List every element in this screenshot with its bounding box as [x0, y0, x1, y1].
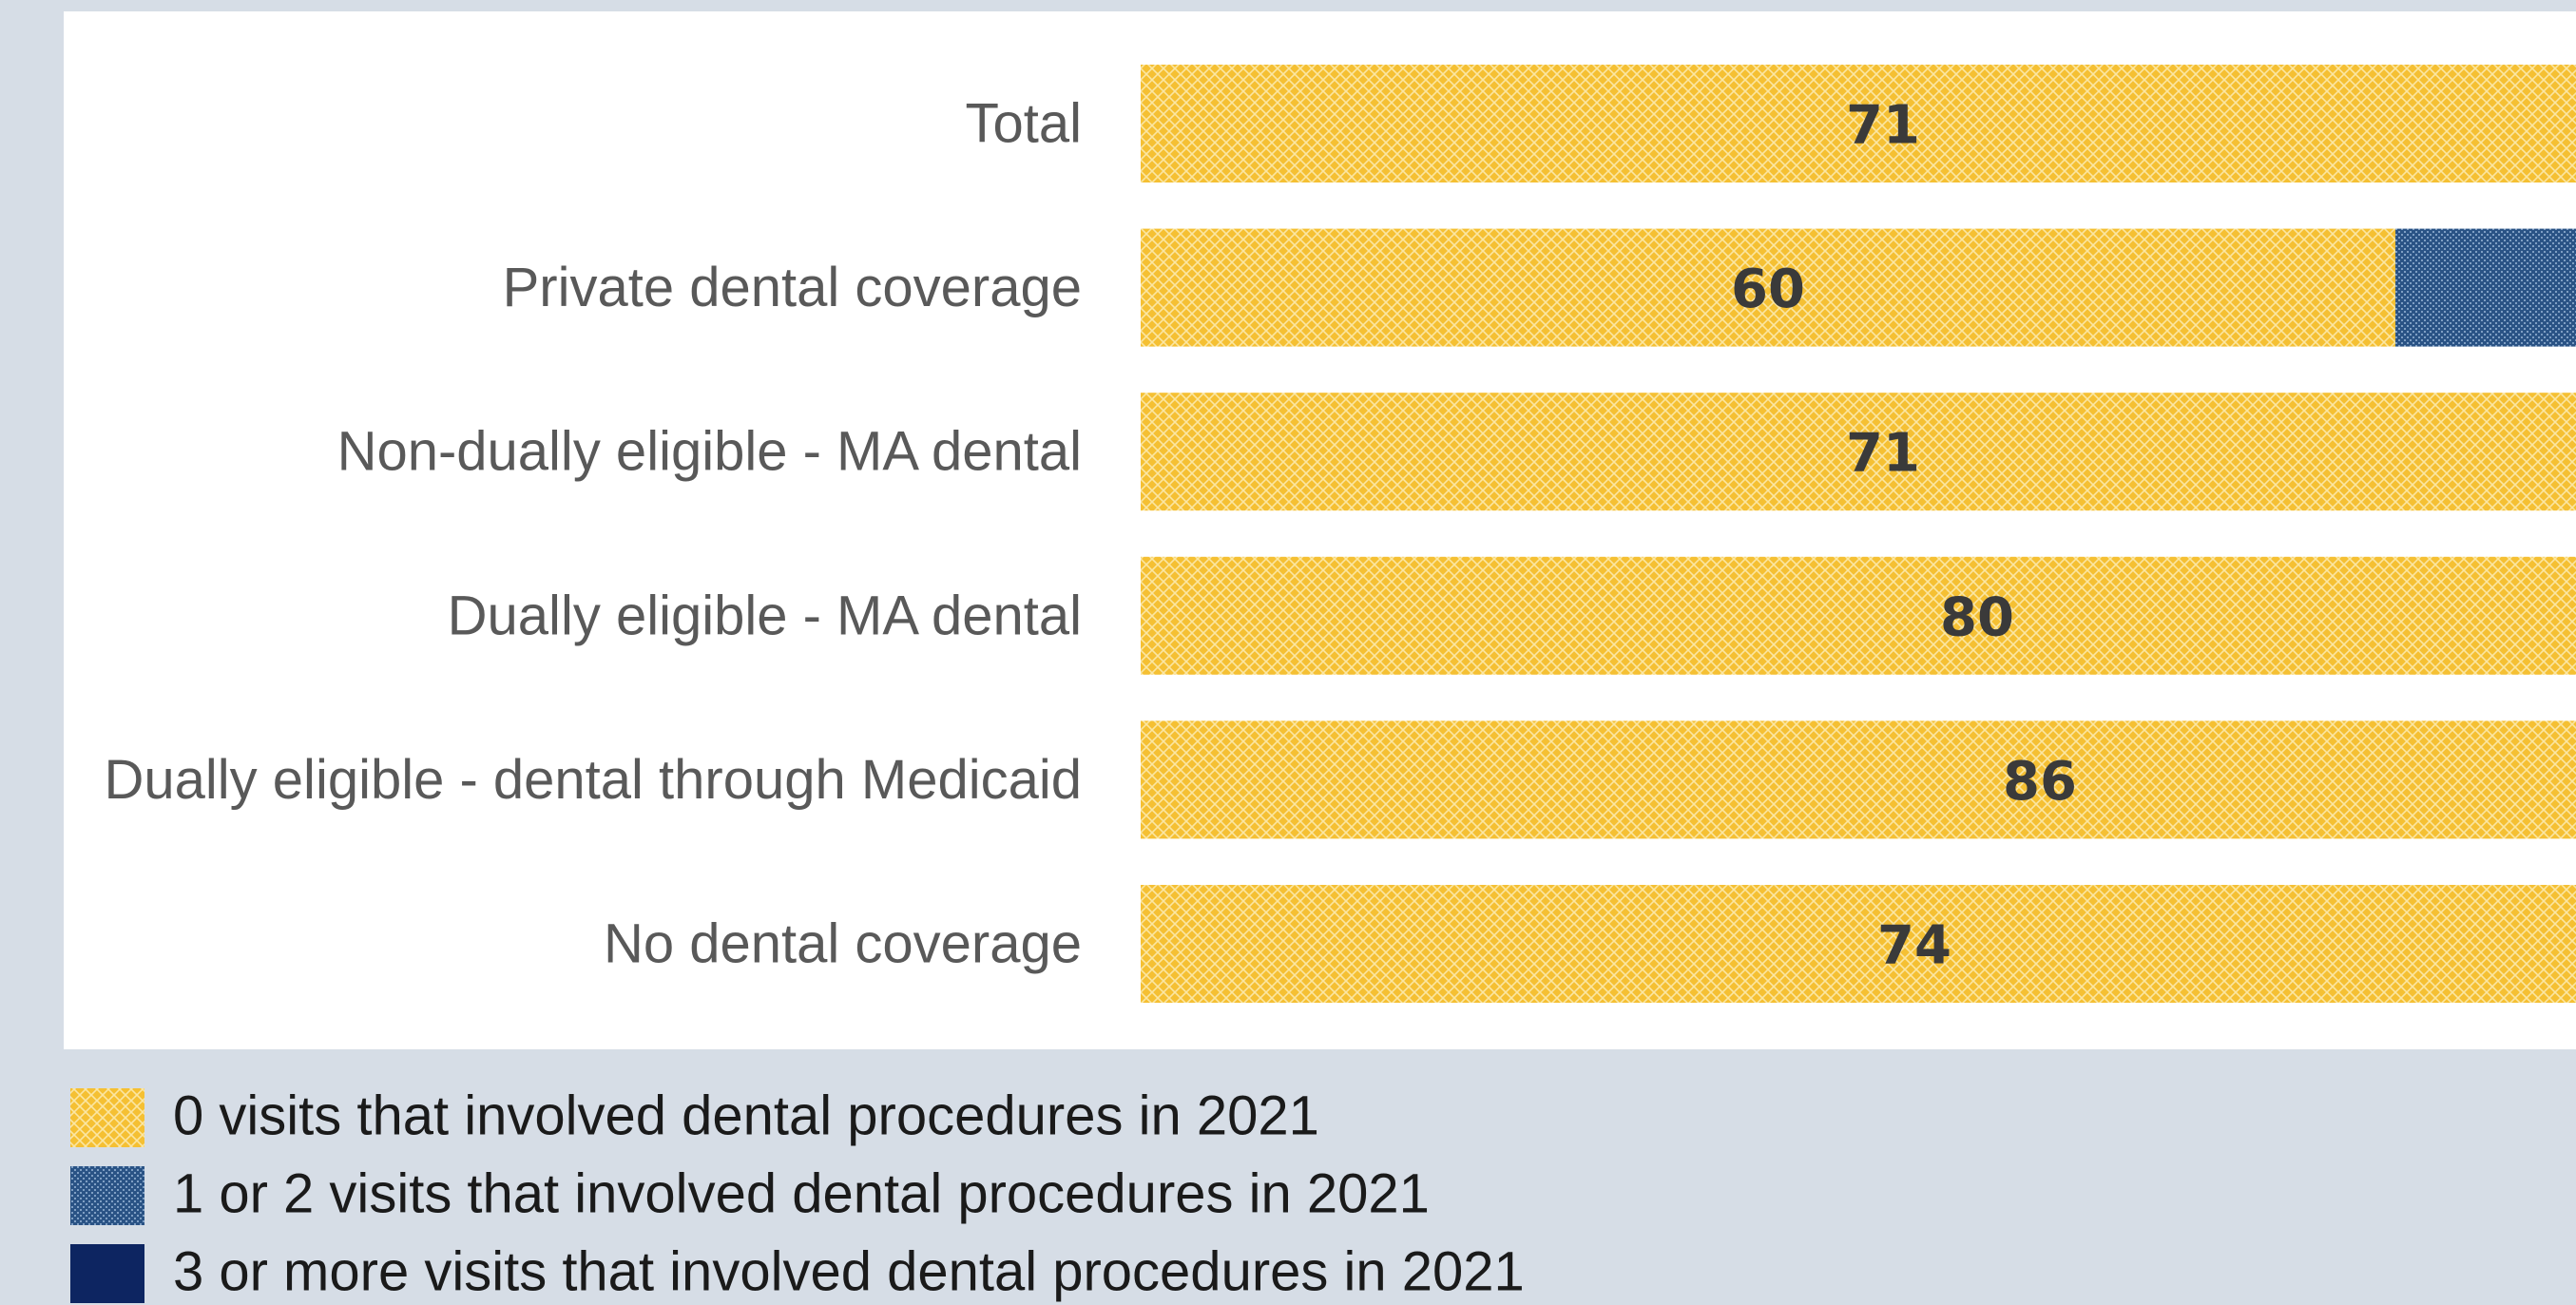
category-label: Private dental coverage — [503, 257, 1082, 318]
bar-segment — [2395, 228, 2576, 347]
legend-label: 0 visits that involved dental procedures… — [173, 1085, 1319, 1147]
plot-area-background — [64, 11, 2576, 1049]
category-labels: Total Private dental coverage Non-dually e… — [105, 93, 1082, 975]
bar-value-label: 71 — [1846, 95, 1920, 157]
bar-value-label: 86 — [2003, 751, 2077, 813]
bar-segment — [1141, 720, 2576, 839]
bar-segment — [1141, 65, 2576, 182]
legend-swatch — [70, 1088, 144, 1147]
category-label: Dually eligible - dental through Medicai… — [105, 749, 1082, 811]
category-label: Total — [965, 93, 1082, 155]
legend-label: 1 or 2 visits that involved dental proce… — [173, 1163, 1430, 1225]
category-label: Non-dually eligible - MA dental — [337, 421, 1082, 483]
bar-value-label: 80 — [1940, 586, 2014, 648]
bar-value-label: 74 — [1877, 915, 1951, 977]
category-label: Dually eligible - MA dental — [448, 585, 1082, 646]
bar-value-label: 71 — [1846, 423, 1920, 485]
category-label: No dental coverage — [604, 913, 1082, 975]
bar-segment — [1141, 556, 2576, 675]
value-labels: 712196028127121880137861174197 — [1731, 95, 2077, 977]
bar-value-label: 60 — [1731, 259, 1805, 320]
bar-segment — [1141, 885, 2576, 1003]
bar-segment — [1141, 228, 2395, 347]
legend-swatch — [70, 1166, 144, 1225]
legend-label: 3 or more visits that involved dental pr… — [173, 1241, 1525, 1303]
legend: 0 visits that involved dental procedures… — [70, 1085, 1525, 1303]
bars — [1141, 65, 2576, 1003]
legend-swatch — [70, 1244, 144, 1303]
bar-segment — [1141, 393, 2576, 511]
